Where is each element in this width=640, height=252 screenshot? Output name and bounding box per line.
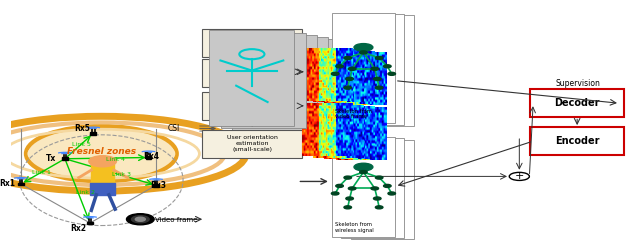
Bar [90, 132, 96, 135]
FancyBboxPatch shape [332, 137, 395, 237]
FancyBboxPatch shape [221, 33, 306, 128]
Bar [87, 222, 93, 224]
Circle shape [332, 72, 339, 75]
Circle shape [376, 56, 383, 59]
Circle shape [346, 197, 353, 200]
Text: Rx2: Rx2 [71, 224, 87, 233]
FancyBboxPatch shape [351, 140, 413, 239]
Circle shape [354, 163, 373, 171]
Bar [146, 156, 151, 159]
FancyBboxPatch shape [255, 39, 340, 135]
Bar [92, 163, 114, 184]
Circle shape [344, 176, 351, 179]
Text: Decoder: Decoder [554, 98, 600, 108]
Circle shape [348, 187, 356, 190]
Text: Rx5: Rx5 [74, 123, 90, 133]
Circle shape [332, 192, 339, 195]
Circle shape [344, 206, 351, 209]
FancyBboxPatch shape [342, 139, 404, 238]
Text: Rx3: Rx3 [150, 181, 166, 190]
Text: Interference
elimination: Interference elimination [233, 68, 271, 78]
Circle shape [360, 171, 367, 174]
Ellipse shape [26, 126, 177, 181]
FancyBboxPatch shape [342, 14, 404, 124]
Text: CSI: CSI [167, 124, 180, 133]
Circle shape [376, 176, 383, 179]
Text: Rx1: Rx1 [0, 179, 15, 188]
FancyBboxPatch shape [351, 15, 413, 126]
Text: Phase error
elimination: Phase error elimination [234, 38, 270, 48]
Bar [62, 157, 68, 160]
Text: +: + [515, 171, 524, 181]
Text: Supervision: Supervision [556, 79, 601, 88]
FancyBboxPatch shape [202, 92, 303, 120]
Circle shape [376, 86, 383, 89]
FancyBboxPatch shape [202, 29, 303, 57]
Circle shape [360, 51, 367, 54]
Circle shape [89, 156, 116, 167]
Circle shape [135, 217, 145, 221]
Circle shape [388, 192, 396, 195]
FancyBboxPatch shape [243, 37, 328, 133]
FancyBboxPatch shape [209, 30, 294, 126]
Circle shape [127, 214, 154, 225]
Text: User orientation
estimation
(small-scale): User orientation estimation (small-scale… [227, 135, 278, 152]
Text: User localization
(large-scale): User localization (large-scale) [226, 101, 278, 111]
Circle shape [132, 216, 149, 223]
Text: Link 5: Link 5 [72, 142, 92, 147]
Text: Skeleton from
wireless signal: Skeleton from wireless signal [335, 222, 374, 233]
Text: Link 3: Link 3 [112, 172, 131, 177]
FancyBboxPatch shape [332, 13, 395, 123]
FancyBboxPatch shape [530, 127, 624, 155]
Text: Link 4: Link 4 [106, 157, 125, 162]
Text: Link 2: Link 2 [76, 190, 95, 195]
Circle shape [354, 44, 373, 51]
FancyBboxPatch shape [530, 89, 624, 117]
Circle shape [383, 65, 391, 68]
Circle shape [383, 184, 391, 187]
Text: Skeleton from
video frame: Skeleton from video frame [335, 109, 372, 119]
Circle shape [336, 184, 343, 187]
Circle shape [336, 65, 343, 68]
Circle shape [376, 206, 383, 209]
Text: Rx4: Rx4 [143, 152, 159, 162]
Circle shape [344, 56, 351, 59]
Bar [153, 184, 159, 186]
Circle shape [344, 86, 351, 89]
Text: Tx: Tx [46, 154, 56, 163]
Circle shape [374, 197, 381, 200]
FancyBboxPatch shape [232, 35, 317, 131]
Text: Video frame: Video frame [155, 217, 197, 223]
Circle shape [348, 67, 356, 70]
Bar [90, 183, 115, 195]
Bar [18, 182, 24, 185]
Circle shape [346, 77, 353, 80]
FancyBboxPatch shape [202, 130, 303, 158]
Circle shape [388, 72, 396, 75]
Text: Encoder: Encoder [555, 136, 600, 146]
FancyBboxPatch shape [202, 59, 303, 87]
Text: Fresnel zones: Fresnel zones [67, 147, 136, 156]
Circle shape [374, 77, 381, 80]
Text: Link 1: Link 1 [32, 170, 51, 175]
Circle shape [371, 67, 378, 70]
Circle shape [371, 187, 378, 190]
